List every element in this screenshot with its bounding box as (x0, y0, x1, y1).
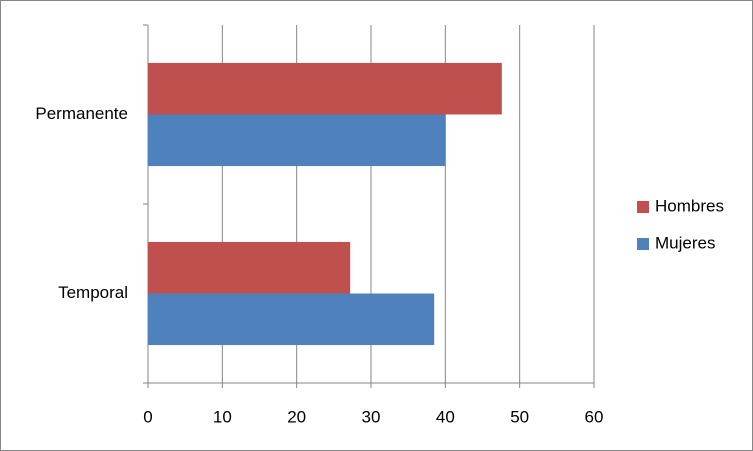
bar (148, 114, 446, 167)
legend-swatch (637, 201, 649, 213)
bar (148, 62, 502, 115)
x-tick-label: 60 (585, 407, 604, 426)
bar (148, 241, 351, 294)
x-tick-label: 50 (510, 407, 529, 426)
y-tick-label: Temporal (58, 283, 128, 302)
x-tick-label: 30 (362, 407, 381, 426)
y-tick-label: Permanente (35, 104, 128, 123)
x-tick-label: 20 (287, 407, 306, 426)
legend-label: Mujeres (655, 233, 715, 252)
bar (148, 293, 435, 346)
x-tick-label: 10 (213, 407, 232, 426)
x-tick-label: 0 (143, 407, 152, 426)
legend-label: Hombres (655, 196, 724, 215)
x-tick-label: 40 (436, 407, 455, 426)
legend-swatch (637, 238, 649, 250)
